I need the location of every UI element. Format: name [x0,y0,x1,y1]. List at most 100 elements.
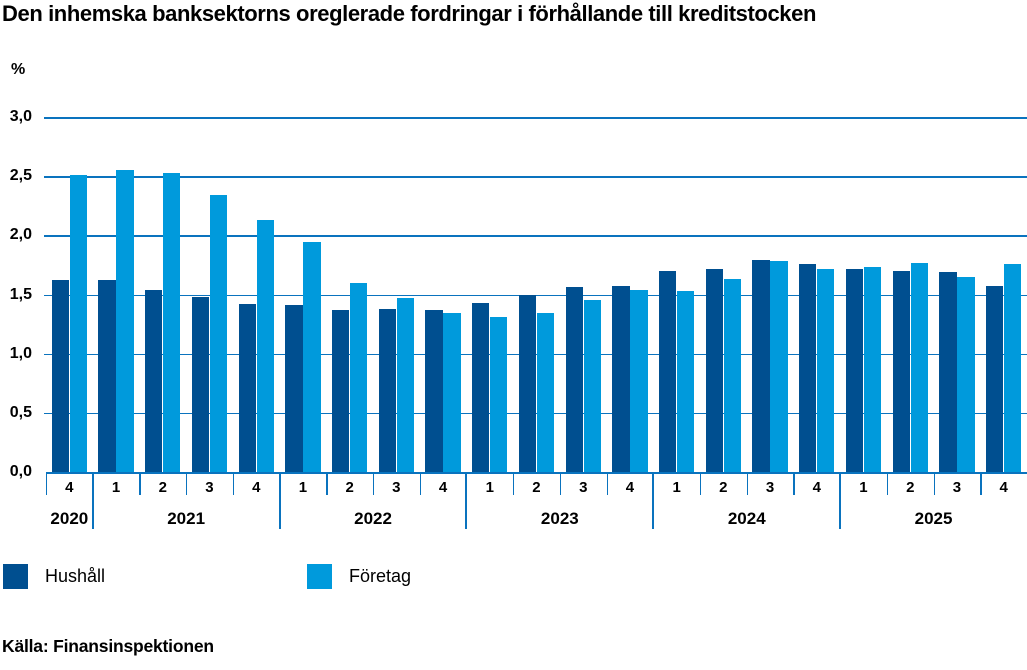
year-separator-tick [652,474,655,529]
quarter-tick [559,474,562,495]
bar-hushall [565,287,583,472]
year-label: 2020 [50,509,89,528]
quarter-tick [139,474,141,495]
bar-foretag [1004,263,1022,472]
bar-foretag [443,313,461,472]
quarter-tick [186,474,188,495]
quarter-tick [793,474,795,495]
y-tick-label: 2,0 [9,226,32,244]
bar-hushall [378,308,396,472]
quarter-label: 2 [345,479,354,496]
gridline [44,176,1027,178]
year-label: 2021 [167,509,206,528]
quarter-tick [886,474,889,495]
quarter-label: 1 [672,479,681,496]
bar-hushall [892,270,910,472]
legend-item-hushall: Hushåll [3,563,105,589]
bar-hushall [332,309,350,472]
year-label: 2024 [727,509,766,528]
bar-foretag [396,298,414,472]
foretag-swatch [307,563,332,589]
legend-item-foretag: Företag [307,563,411,589]
quarter-label: 3 [579,479,588,496]
gridline [44,117,1027,119]
bar-foretag [303,242,321,472]
bar-hushall [752,260,770,472]
quarter-tick [419,474,422,495]
y-tick-label: 0,5 [9,403,32,421]
quarter-tick [606,474,608,495]
year-separator-tick [465,474,468,529]
quarter-label: 2 [532,479,541,496]
year-separator-tick [839,474,842,529]
quarter-label: 1 [298,479,308,496]
bar-hushall [939,272,957,472]
quarter-label: 4 [812,479,821,496]
year-label: 2022 [354,509,392,528]
bar-hushall [98,280,116,472]
quarter-label: 1 [485,479,494,496]
quarter-tick [746,474,749,495]
x-axis-line [46,472,1027,474]
bar-foretag [723,279,741,472]
gridline [44,235,1027,237]
bar-foretag [817,268,835,472]
bar-hushall [191,296,210,472]
quarter-tick [980,474,982,495]
y-tick-label: 1,0 [9,344,32,362]
quarter-label: 4 [438,479,448,496]
quarter-tick [700,474,702,495]
quarter-label: 4 [625,479,635,496]
quarter-label: 2 [906,479,915,496]
foretag-legend-label: Företag [349,565,412,586]
quarter-label: 4 [65,479,74,496]
year-separator-tick [91,474,94,529]
bar-foretag [163,172,181,472]
bar-foretag [910,262,928,472]
bar-foretag [350,282,368,472]
quarter-tick [326,474,328,495]
bar-hushall [472,302,490,472]
y-tick-label: 2,5 [9,167,32,185]
quarter-tick [46,474,48,495]
chart-title: Den inhemska banksektorns oreglerade for… [2,1,817,26]
bar-hushall [145,289,163,472]
bar-foretag [209,195,228,472]
hushall-legend-label: Hushåll [45,565,106,586]
bar-hushall [518,294,537,472]
bar-hushall [51,280,69,472]
year-separator-tick [278,474,281,529]
bar-foretag [770,261,788,472]
bar-hushall [986,286,1004,472]
bar-foretag [69,175,87,472]
bar-hushall [799,263,817,472]
quarter-tick [933,474,935,495]
source-note: Källa: Finansinspektionen [2,636,214,656]
bar-foretag [116,170,134,472]
bar-foretag [536,313,555,472]
bar-hushall [705,268,723,472]
bar-foretag [256,220,274,472]
bar-hushall [845,268,864,472]
y-tick-label: 0,0 [9,463,32,480]
bar-foretag [863,267,882,472]
bar-hushall [612,286,630,472]
quarter-label: 1 [859,479,868,496]
bar-hushall [425,309,443,472]
bar-hushall [238,304,256,472]
year-label: 2023 [540,509,579,528]
quarter-label: 3 [392,479,401,496]
bar-foretag [583,300,601,472]
quarter-label: 3 [765,479,775,496]
quarter-tick [232,474,235,495]
bar-hushall [285,305,303,472]
quarter-tick [513,474,515,495]
y-tick-label: 1,5 [9,285,32,303]
y-axis-unit-label: % [11,61,26,78]
quarter-label: 4 [999,479,1008,496]
y-tick-label: 3,0 [9,108,32,125]
quarter-label: 4 [252,479,261,496]
legend: Hushåll Företag [0,563,1027,589]
bar-foretag [490,317,508,472]
